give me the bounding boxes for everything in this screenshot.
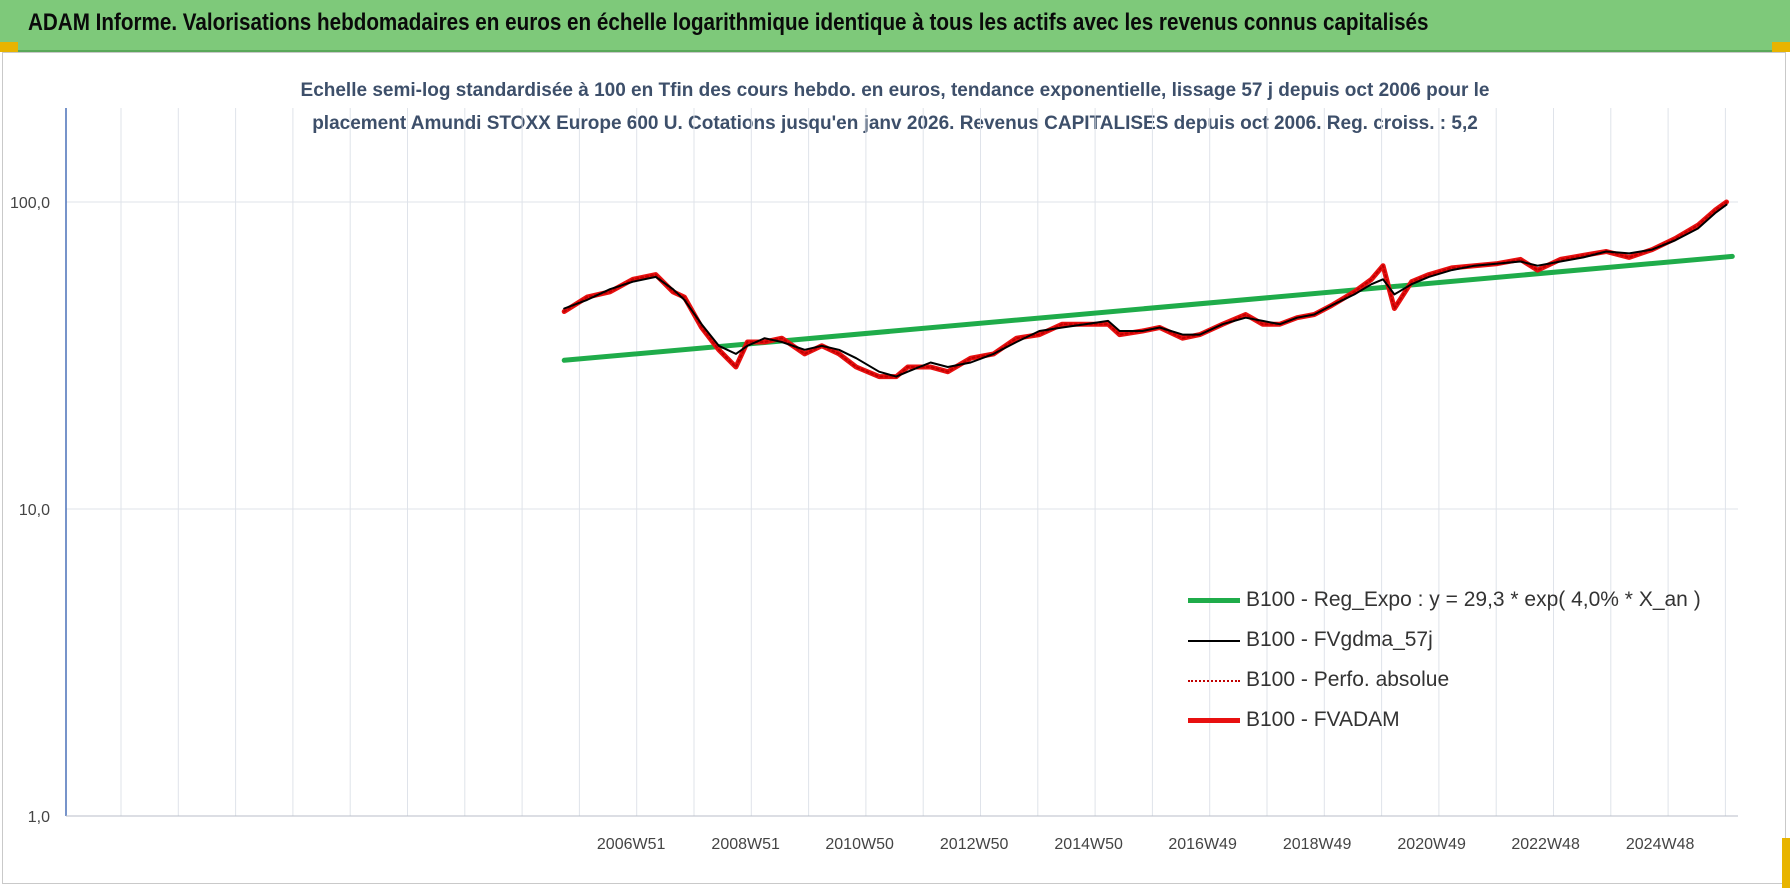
legend-swatch-fvgdma xyxy=(1188,640,1240,642)
legend-swatch-perfo-absolue xyxy=(1188,680,1240,682)
x-tick-label: 2010W50 xyxy=(825,836,894,853)
x-tick-label: 2022W48 xyxy=(1511,836,1580,853)
x-tick-label: 2018W49 xyxy=(1283,836,1352,853)
corner-marker-bottom-right xyxy=(1782,838,1790,888)
corner-marker-top-right xyxy=(1772,42,1790,52)
x-tick-label: 2014W50 xyxy=(1054,836,1123,853)
chart-frame xyxy=(2,52,1786,884)
y-tick-label: 1,0 xyxy=(28,809,50,826)
legend-swatch-fvadam xyxy=(1188,718,1240,723)
y-tick-label: 10,0 xyxy=(19,502,50,519)
x-tick-label: 2012W50 xyxy=(940,836,1009,853)
x-tick-label: 2016W49 xyxy=(1168,836,1237,853)
y-tick-label: 100,0 xyxy=(10,195,50,212)
x-tick-label: 2024W48 xyxy=(1626,836,1695,853)
series-line-2 xyxy=(563,201,1728,378)
x-tick-label: 2020W49 xyxy=(1397,836,1466,853)
corner-marker-top-left xyxy=(0,42,18,52)
legend-label-fvadam: B100 - FVADAM xyxy=(1246,708,1400,731)
series-line-0 xyxy=(561,253,1735,363)
legend-label-fvgdma: B100 - FVgdma_57j xyxy=(1246,628,1433,651)
chart-title-line-1: Echelle semi-log standardisée à 100 en T… xyxy=(300,80,1490,101)
legend-label-perfo-absolue: B100 - Perfo. absolue xyxy=(1246,668,1450,691)
page-title: ADAM Informe. Valorisations hebdomadaire… xyxy=(28,9,1429,36)
x-tick-label: 2008W51 xyxy=(711,836,780,853)
series-line-1 xyxy=(563,203,1728,378)
header-banner: ADAM Informe. Valorisations hebdomadaire… xyxy=(0,0,1790,52)
legend-swatch-reg-expo xyxy=(1188,598,1240,603)
legend-label-reg-expo: B100 - Reg_Expo : y = 29,3 * exp( 4,0% *… xyxy=(1246,588,1701,611)
chart-title-line-2: placement Amundi STOXX Europe 600 U. Cot… xyxy=(312,113,1478,134)
chart-title: Echelle semi-log standardisée à 100 en T… xyxy=(0,74,1790,140)
x-tick-label: 2006W51 xyxy=(597,836,666,853)
series-line-3 xyxy=(561,199,1729,380)
